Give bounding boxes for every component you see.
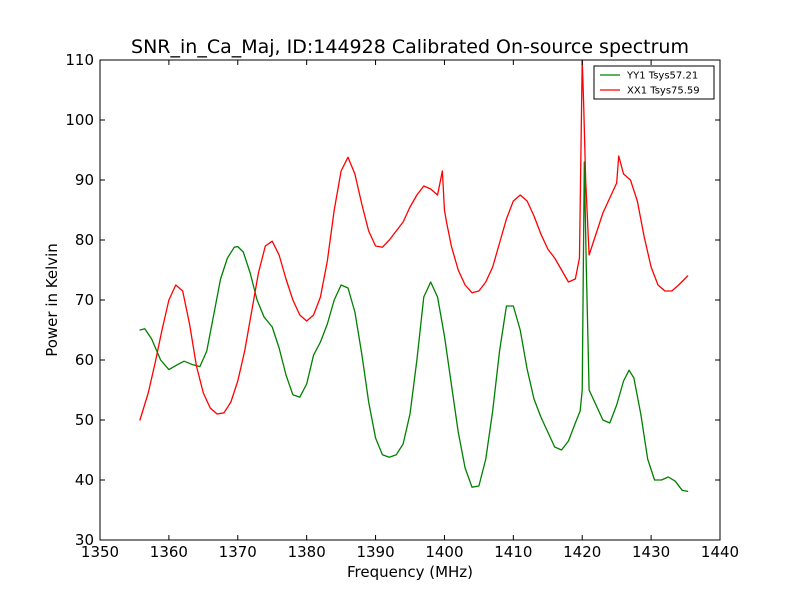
y-axis: 30 40 50 60 70 80 90 100 110 [65, 51, 720, 549]
y-tick-label: 60 [75, 351, 94, 369]
y-tick-label: 110 [65, 51, 94, 69]
series-layer [139, 59, 689, 493]
x-tick-label: 1370 [219, 543, 257, 561]
y-tick-label: 100 [65, 111, 94, 129]
x-tick-label: 1440 [701, 543, 739, 561]
x-axis-label: Frequency (MHz) [347, 563, 473, 581]
series-line-xx1 [139, 59, 689, 421]
legend: YY1 Tsys57.21 XX1 Tsys75.59 [593, 65, 715, 100]
chart-title: SNR_in_Ca_Maj, ID:144928 Calibrated On-s… [131, 36, 689, 58]
x-tick-label: 1410 [494, 543, 532, 561]
x-axis: 1350 1360 1370 1380 1390 1400 1410 1420 1430 1440 [81, 60, 739, 561]
legend-label-yy1: YY1 Tsys57.21 [626, 71, 698, 82]
plot-area [100, 60, 720, 540]
y-tick-label: 80 [75, 231, 94, 249]
x-tick-label: 1360 [150, 543, 188, 561]
y-tick-label: 50 [75, 411, 94, 429]
legend-box [593, 65, 715, 100]
x-tick-label: 1430 [632, 543, 670, 561]
legend-label-xx1: XX1 Tsys75.59 [627, 86, 700, 97]
y-axis-label: Power in Kelvin [43, 243, 61, 357]
y-tick-label: 70 [75, 291, 94, 309]
y-tick-label: 30 [75, 531, 94, 549]
x-tick-label: 1380 [288, 543, 326, 561]
y-tick-label: 40 [75, 471, 94, 489]
y-tick-label: 90 [75, 171, 94, 189]
x-tick-label: 1390 [356, 543, 394, 561]
x-tick-label: 1420 [563, 543, 601, 561]
x-tick-label: 1350 [81, 543, 119, 561]
x-tick-label: 1400 [425, 543, 463, 561]
series-line-yy1 [139, 161, 689, 493]
